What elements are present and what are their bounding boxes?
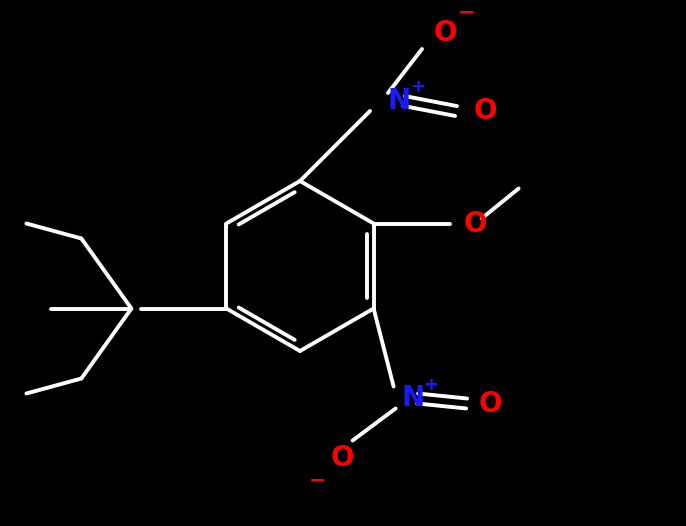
Text: +: + (424, 376, 438, 393)
Text: O: O (331, 444, 354, 472)
Text: N: N (401, 385, 425, 412)
Text: −: − (458, 3, 475, 23)
Text: +: + (410, 78, 425, 96)
Text: N: N (388, 87, 411, 115)
Text: O: O (474, 97, 497, 125)
Text: O: O (464, 209, 487, 238)
Text: −: − (309, 470, 326, 491)
Text: O: O (434, 19, 458, 47)
Text: O: O (479, 389, 502, 418)
